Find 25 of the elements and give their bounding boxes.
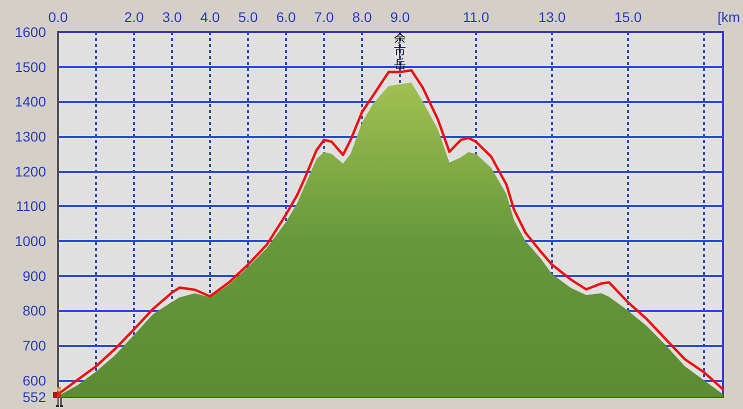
- y-tick-label: 700: [22, 337, 46, 354]
- y-tick-label: 1500: [14, 58, 46, 75]
- y-tick-label: 1400: [14, 94, 46, 110]
- y-tick-label: 1600: [14, 24, 46, 40]
- y-tick-label: 1000: [14, 232, 46, 249]
- x-tick-label: 6.0: [276, 9, 296, 25]
- x-tick-label: 3.0: [162, 9, 182, 25]
- x-tick-label: 9.0: [390, 9, 410, 25]
- x-tick-label: 2.0: [124, 9, 144, 25]
- y-tick-label: 900: [22, 268, 46, 284]
- x-tick-label: 5.0: [238, 9, 258, 25]
- x-tick-label: 0.0: [48, 9, 68, 25]
- x-tick-label: 8.0: [352, 9, 372, 25]
- y-tick-label: 600: [22, 372, 46, 388]
- y-tick-label: 552: [22, 389, 46, 405]
- x-tick-label: 15.0: [614, 9, 642, 25]
- x-tick-label: 4.0: [200, 9, 220, 25]
- y-tick-label: 1200: [14, 163, 46, 180]
- y-tick-label: 800: [22, 302, 46, 319]
- x-axis-title: [km: [717, 9, 740, 25]
- x-tick-label: 7.0: [314, 9, 334, 25]
- x-tick-label: 11.0: [462, 9, 490, 25]
- y-tick-label: 1100: [16, 198, 46, 214]
- y-tick-label: 1300: [14, 128, 46, 144]
- x-tick-label: 13.0: [538, 9, 566, 25]
